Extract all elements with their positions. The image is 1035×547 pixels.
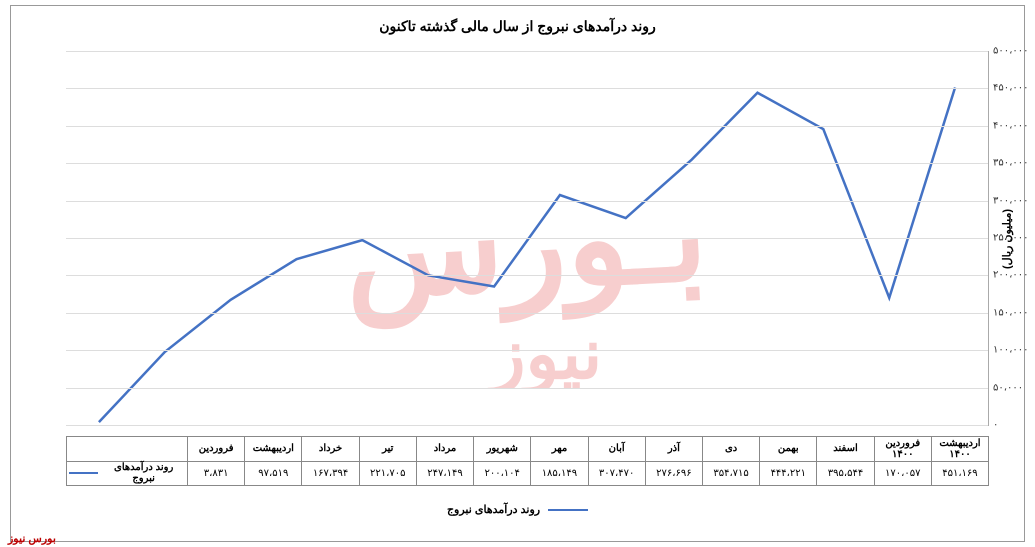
y-tick-label: ۵۰،۰۰۰	[993, 382, 1035, 393]
category-label: خرداد	[302, 437, 358, 462]
chart-title: روند درآمدهای نبروج از سال مالی گذشته تا…	[11, 6, 1024, 43]
category-label: فروردین ۱۴۰۰	[875, 437, 931, 462]
y-tick-label: ۱۵۰،۰۰۰	[993, 307, 1035, 318]
category-label: تیر	[360, 437, 416, 462]
grid-line	[66, 163, 988, 164]
table-column: اسفند۳۹۵،۵۴۴	[816, 437, 873, 485]
grid-line	[66, 238, 988, 239]
y-tick-label: ۰	[993, 420, 1035, 431]
value-label: ۳۹۵،۵۴۴	[817, 462, 873, 486]
grid-line	[66, 388, 988, 389]
series-line-icon	[69, 472, 98, 474]
legend-line-icon	[548, 509, 588, 511]
y-tick-label: ۴۵۰،۰۰۰	[993, 83, 1035, 94]
value-label: ۳،۸۳۱	[188, 462, 244, 486]
table-column: فروردین ۱۴۰۰۱۷۰،۰۵۷	[874, 437, 931, 485]
value-label: ۳۰۷،۴۷۰	[589, 462, 645, 486]
category-label: آبان	[589, 437, 645, 462]
grid-line	[66, 350, 988, 351]
value-label: ۲۰۰،۱۰۴	[474, 462, 530, 486]
category-label: دی	[703, 437, 759, 462]
grid-line	[66, 126, 988, 127]
category-label: شهریور	[474, 437, 530, 462]
table-column: شهریور۲۰۰،۱۰۴	[473, 437, 530, 485]
category-label: اردیبهشت ۱۴۰۰	[932, 437, 988, 462]
series-name: روند درآمدهای نبروج	[102, 462, 185, 484]
category-label: اردیبهشت	[245, 437, 301, 462]
grid-line	[66, 51, 988, 52]
table-column: مهر۱۸۵،۱۴۹	[530, 437, 587, 485]
value-label: ۱۷۰،۰۵۷	[875, 462, 931, 486]
value-label: ۹۷،۵۱۹	[245, 462, 301, 486]
category-label: فروردین	[188, 437, 244, 462]
chart-container: روند درآمدهای نبروج از سال مالی گذشته تا…	[10, 5, 1025, 542]
y-tick-label: ۵۰۰،۰۰۰	[993, 46, 1035, 57]
table-column: مرداد۲۴۷،۱۴۹	[416, 437, 473, 485]
value-label: ۲۲۱،۷۰۵	[360, 462, 416, 486]
category-label: آذر	[646, 437, 702, 462]
plot-canvas: بـورس نیوز ۰۵۰،۰۰۰۱۰۰،۰۰۰۱۵۰،۰۰۰۲۰۰،۰۰۰۲…	[66, 51, 989, 426]
grid-line	[66, 201, 988, 202]
table-column: اردیبهشت ۱۴۰۰۴۵۱،۱۶۹	[931, 437, 988, 485]
table-column: فروردین۳،۸۳۱	[187, 437, 244, 485]
series-row-label: روند درآمدهای نبروج	[67, 462, 187, 486]
y-tick-label: ۱۰۰،۰۰۰	[993, 345, 1035, 356]
legend: روند درآمدهای نبروج	[11, 503, 1024, 516]
grid-line	[66, 313, 988, 314]
grid-line	[66, 275, 988, 276]
table-column: اردیبهشت۹۷،۵۱۹	[244, 437, 301, 485]
table-column: تیر۲۲۱،۷۰۵	[359, 437, 416, 485]
table-column: دی۳۵۴،۷۱۵	[702, 437, 759, 485]
value-label: ۲۴۷،۱۴۹	[417, 462, 473, 486]
category-label: بهمن	[760, 437, 816, 462]
series-header-empty	[67, 437, 187, 462]
grid-line	[66, 88, 988, 89]
value-label: ۲۷۶،۶۹۶	[646, 462, 702, 486]
value-label: ۱۸۵،۱۴۹	[531, 462, 587, 486]
y-tick-label: ۲۰۰،۰۰۰	[993, 270, 1035, 281]
table-column: آذر۲۷۶،۶۹۶	[645, 437, 702, 485]
grid-line	[66, 425, 988, 426]
value-label: ۴۵۱،۱۶۹	[932, 462, 988, 486]
value-label: ۴۴۴،۲۲۱	[760, 462, 816, 486]
plot-area: (میلیون ریال) بـورس نیوز ۰۵۰،۰۰۰۱۰۰،۰۰۰۱…	[66, 51, 989, 426]
y-tick-label: ۴۰۰،۰۰۰	[993, 120, 1035, 131]
category-label: مرداد	[417, 437, 473, 462]
category-label: مهر	[531, 437, 587, 462]
data-table: روند درآمدهای نبروج فروردین۳،۸۳۱اردیبهشت…	[66, 436, 989, 486]
category-label: اسفند	[817, 437, 873, 462]
value-label: ۱۶۷،۳۹۴	[302, 462, 358, 486]
table-column: آبان۳۰۷،۴۷۰	[588, 437, 645, 485]
footer-credit: بورس نیوز	[8, 532, 56, 545]
y-tick-label: ۲۵۰،۰۰۰	[993, 233, 1035, 244]
legend-label: روند درآمدهای نبروج	[447, 503, 540, 516]
y-tick-label: ۳۵۰،۰۰۰	[993, 158, 1035, 169]
series-label-column: روند درآمدهای نبروج	[67, 437, 187, 485]
table-column: بهمن۴۴۴،۲۲۱	[759, 437, 816, 485]
table-column: خرداد۱۶۷،۳۹۴	[301, 437, 358, 485]
y-tick-label: ۳۰۰،۰۰۰	[993, 195, 1035, 206]
value-label: ۳۵۴،۷۱۵	[703, 462, 759, 486]
